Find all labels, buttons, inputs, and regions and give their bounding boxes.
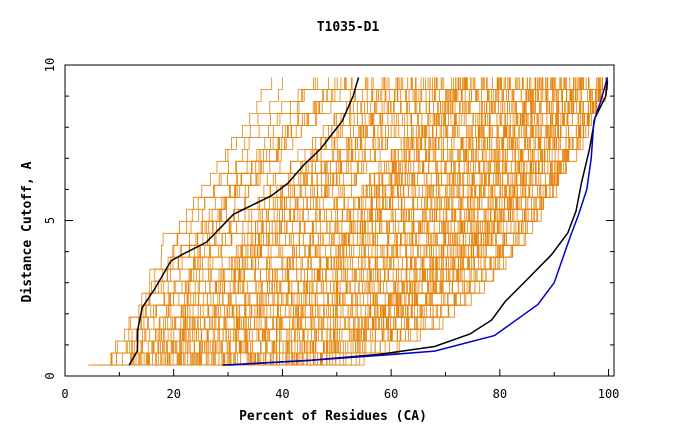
- x-tick-label: 0: [61, 387, 68, 401]
- highlight-series-line: [128, 77, 360, 366]
- background-series-line: [114, 77, 510, 366]
- background-lines: [88, 77, 608, 366]
- background-series-line: [104, 77, 437, 366]
- background-series-line: [119, 77, 582, 366]
- background-series-line: [91, 77, 528, 366]
- y-tick-label: 0: [43, 372, 57, 379]
- background-series-line: [100, 77, 544, 366]
- x-axis-label: Percent of Residues (CA): [239, 409, 427, 424]
- background-series-line: [100, 77, 426, 366]
- x-tick-label: 40: [275, 387, 289, 401]
- background-series-line: [196, 77, 608, 366]
- background-series-line: [119, 77, 590, 366]
- y-axis: 0 5 10: [43, 58, 614, 380]
- background-series-line: [92, 77, 598, 366]
- background-series-line: [117, 77, 445, 366]
- background-series-line: [120, 77, 548, 366]
- y-tick-label: 10: [43, 58, 57, 72]
- x-axis: 0 20 40 60 80 100: [61, 369, 619, 401]
- x-tick-label: 80: [493, 387, 507, 401]
- highlight-lines: [128, 77, 609, 366]
- x-tick-label: 20: [166, 387, 180, 401]
- background-series-line: [104, 77, 476, 366]
- x-tick-label: 100: [598, 387, 620, 401]
- background-series-line: [107, 77, 368, 366]
- y-tick-label: 5: [43, 217, 57, 224]
- y-axis-label: Distance Cutoff, A: [20, 161, 35, 302]
- background-series-line: [113, 77, 488, 366]
- chart-title: T1035-D1: [317, 20, 380, 35]
- background-series-line: [132, 77, 509, 366]
- background-series-line: [140, 77, 608, 366]
- highlight-series-line: [228, 77, 609, 366]
- x-tick-label: 60: [384, 387, 398, 401]
- background-series-line: [105, 77, 486, 366]
